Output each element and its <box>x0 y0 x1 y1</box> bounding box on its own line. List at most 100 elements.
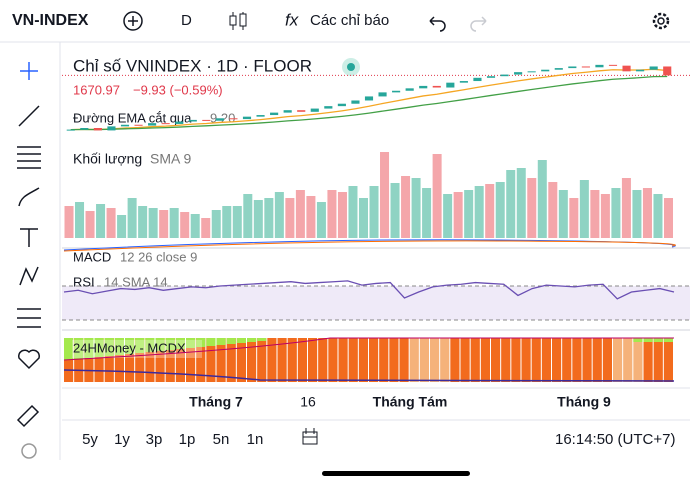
candle <box>514 72 523 75</box>
clock: 16:14:50 (UTC+7) <box>555 431 675 448</box>
volume-bar <box>537 160 547 238</box>
volume-bar <box>390 183 400 238</box>
mcdx-bar <box>389 338 399 382</box>
mcdx-bar <box>135 338 145 353</box>
mcdx-bar <box>602 338 612 382</box>
candle <box>270 112 279 116</box>
x-label: Tháng 9 <box>557 394 611 410</box>
mcdx-bar <box>226 338 236 382</box>
mcdx-bar <box>491 338 501 382</box>
volume-bar <box>516 168 526 238</box>
candle <box>568 66 577 69</box>
candle <box>310 108 319 112</box>
mcdx-bar <box>623 338 633 382</box>
mcdx-bar <box>236 338 246 382</box>
volume-bar <box>653 194 663 238</box>
volume-bar <box>401 176 411 238</box>
brush-tool[interactable] <box>18 187 40 207</box>
mcdx-bar <box>358 338 368 382</box>
mcdx-bar <box>430 338 440 382</box>
redo[interactable] <box>470 16 487 32</box>
candle <box>419 85 428 89</box>
rsi-name: RSI <box>73 274 95 289</box>
volume-bar <box>169 208 179 238</box>
candle <box>80 128 89 130</box>
ema-name: Đường EMA cắt qua <box>73 110 192 125</box>
range-button[interactable]: 5y <box>82 431 98 448</box>
volume-bar <box>201 218 211 238</box>
rsi-line <box>63 280 675 300</box>
drawing-tools <box>16 62 41 459</box>
pattern-tool[interactable] <box>19 266 39 286</box>
trend-tool[interactable] <box>18 105 40 127</box>
candle <box>486 76 496 78</box>
date-range[interactable] <box>302 428 318 445</box>
range-button[interactable]: 5n <box>213 431 230 448</box>
volume-bar <box>243 194 253 238</box>
mcdx-bar <box>582 338 592 382</box>
candle-icon <box>229 15 237 26</box>
ruler-tool[interactable] <box>16 404 40 428</box>
mcdx-bar <box>196 338 206 382</box>
text-tool[interactable] <box>20 228 38 247</box>
mcdx-name: 24HMoney - MCDX <box>73 340 186 355</box>
candle <box>649 66 658 70</box>
mcdx-line <box>63 337 674 361</box>
mcdx-bars <box>64 338 673 382</box>
volume-bar <box>138 206 148 238</box>
zoom-tool[interactable] <box>21 443 37 459</box>
fx-icon[interactable]: fx <box>285 10 299 29</box>
mcdx-bar <box>409 338 419 382</box>
candle <box>283 110 292 113</box>
range-button[interactable]: 1n <box>247 431 264 448</box>
volume-bar <box>369 186 379 238</box>
mcdx-bar <box>663 338 673 382</box>
x-label: 16 <box>300 394 316 410</box>
mcdx-bar <box>450 338 460 382</box>
add-icon[interactable] <box>123 11 143 31</box>
interval[interactable]: D <box>181 12 192 29</box>
volume-bar <box>485 184 495 238</box>
symbol[interactable]: VN-INDEX <box>12 12 89 29</box>
mcdx-bar <box>257 338 267 382</box>
settings <box>657 17 665 25</box>
mcdx-bar <box>216 338 226 382</box>
chart-title: Chỉ số VNINDEX · 1D · FLOOR <box>73 56 312 75</box>
mcdx-bar <box>653 338 663 382</box>
settings[interactable] <box>652 12 670 30</box>
range-button[interactable]: 1p <box>179 431 196 448</box>
undo[interactable] <box>429 16 446 32</box>
mcdx-bar <box>633 338 643 342</box>
mcdx-bar <box>592 338 602 382</box>
volume-bar <box>75 202 85 238</box>
candle <box>405 88 414 91</box>
mcdx-bar <box>155 338 165 382</box>
candle <box>337 103 346 107</box>
mcdx-bar <box>206 338 216 346</box>
volume-bar <box>453 192 463 238</box>
range-button[interactable]: 1y <box>114 431 130 448</box>
volume-bar <box>527 178 537 238</box>
candle <box>93 128 102 131</box>
volume-name: Khối lượng <box>73 151 142 167</box>
favorite-tool[interactable] <box>17 349 41 370</box>
crosshair-tool[interactable] <box>20 62 38 80</box>
candle <box>256 115 265 117</box>
indicators[interactable]: Các chỉ báo <box>310 12 389 29</box>
candle <box>392 90 401 93</box>
mcdx-bar <box>572 338 582 382</box>
mcdx-bar <box>419 338 429 382</box>
mcdx-bar <box>663 338 673 342</box>
mcdx-bar <box>74 338 84 382</box>
measure-tool[interactable] <box>17 308 41 328</box>
mcdx-bar <box>94 338 104 357</box>
mcdx-bar <box>653 338 663 342</box>
fib-tool[interactable] <box>17 146 41 169</box>
mcdx-bar <box>165 338 175 382</box>
candle <box>148 123 157 126</box>
mcdx-bar <box>257 338 267 341</box>
change: −9.93 (−0.59%) <box>133 82 223 97</box>
mcdx-bar <box>165 338 175 350</box>
range-button[interactable]: 3p <box>146 431 163 448</box>
